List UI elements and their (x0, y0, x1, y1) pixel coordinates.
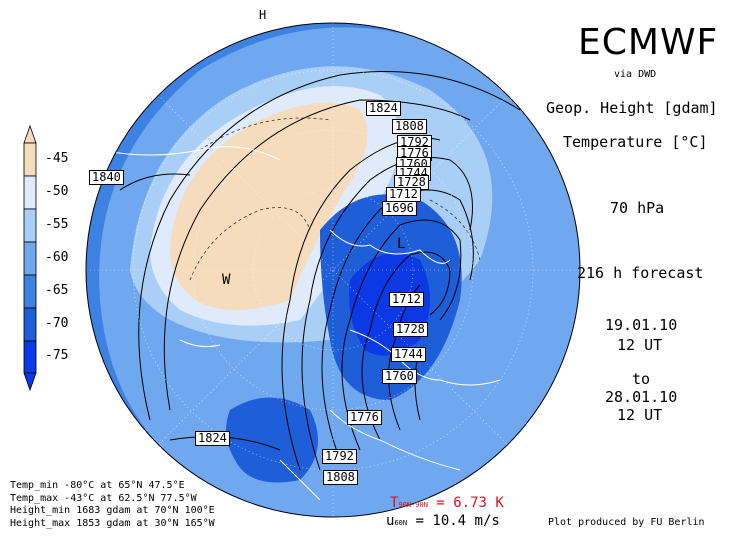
temp-max-text: Temp_max -43°C at 62.5°N 77.5°W (10, 492, 197, 504)
init-date: 19.01.10 (605, 316, 678, 334)
contour-label: 1696 (382, 201, 417, 216)
contour-label: 1808 (392, 119, 427, 134)
variable-temperature: Temperature [°C] (563, 133, 708, 151)
init-time: 12 UT (617, 336, 663, 354)
contour-label: 1728 (393, 322, 428, 337)
contour-label: 1824 (366, 101, 401, 116)
high-pressure-marker: H (259, 8, 267, 22)
contour-label: 1840 (89, 170, 124, 185)
legend-label: -50 (45, 184, 69, 199)
legend-label: -55 (45, 217, 69, 232)
contour-label: 1824 (195, 431, 230, 446)
contour-label: 1792 (322, 449, 357, 464)
temperature-variance: T90N-90N = 6.73 K (390, 495, 504, 511)
valid-time: 12 UT (617, 406, 663, 424)
contour-label: 1712 (389, 292, 424, 307)
legend-colorbar (23, 124, 37, 392)
contour-label: 1712 (386, 187, 421, 202)
zonal-wind: u60N = 10.4 m/s (386, 513, 500, 529)
contour-label: 1776 (347, 410, 382, 425)
u-subscript: 60N (394, 519, 408, 527)
contour-label: 1744 (391, 347, 426, 362)
legend-label: -70 (45, 316, 69, 331)
u-symbol: u (386, 513, 395, 529)
pressure-level: 70 hPa (610, 199, 665, 217)
contour-label: 1808 (323, 470, 358, 485)
credit-text: Plot produced by FU Berlin (548, 517, 705, 528)
t-value: = 6.73 K (436, 495, 504, 511)
extrema-list: Temp_min -80°C at 65°N 47.5°E Temp_max -… (10, 480, 215, 530)
legend-label: -65 (45, 283, 69, 298)
forecast-range: 216 h forecast (577, 264, 704, 282)
warm-marker: W (222, 272, 231, 288)
model-title: ECMWF (578, 22, 719, 63)
u-value: = 10.4 m/s (415, 513, 500, 529)
height-max-text: Height_max 1853 gdam at 30°N 165°W (10, 517, 215, 529)
legend-label: -45 (45, 151, 69, 166)
variable-height: Geop. Height [gdam] (546, 99, 718, 117)
map-border (85, 22, 581, 518)
to-label: to (632, 370, 651, 388)
height-min-text: Height_min 1683 gdam at 70°N 100°E (10, 505, 215, 516)
contour-label: 1760 (382, 369, 417, 384)
low-pressure-marker: L (397, 236, 406, 252)
valid-date: 28.01.10 (605, 388, 678, 406)
t-subscript: 90N-90N (398, 501, 428, 509)
legend-label: -60 (45, 250, 69, 265)
legend-label: -75 (45, 348, 69, 363)
t-symbol: T (390, 495, 399, 511)
temp-min-text: Temp_min -80°C at 65°N 47.5°E (10, 480, 185, 491)
source-label: via DWD (614, 69, 657, 80)
temperature-field (86, 23, 580, 517)
